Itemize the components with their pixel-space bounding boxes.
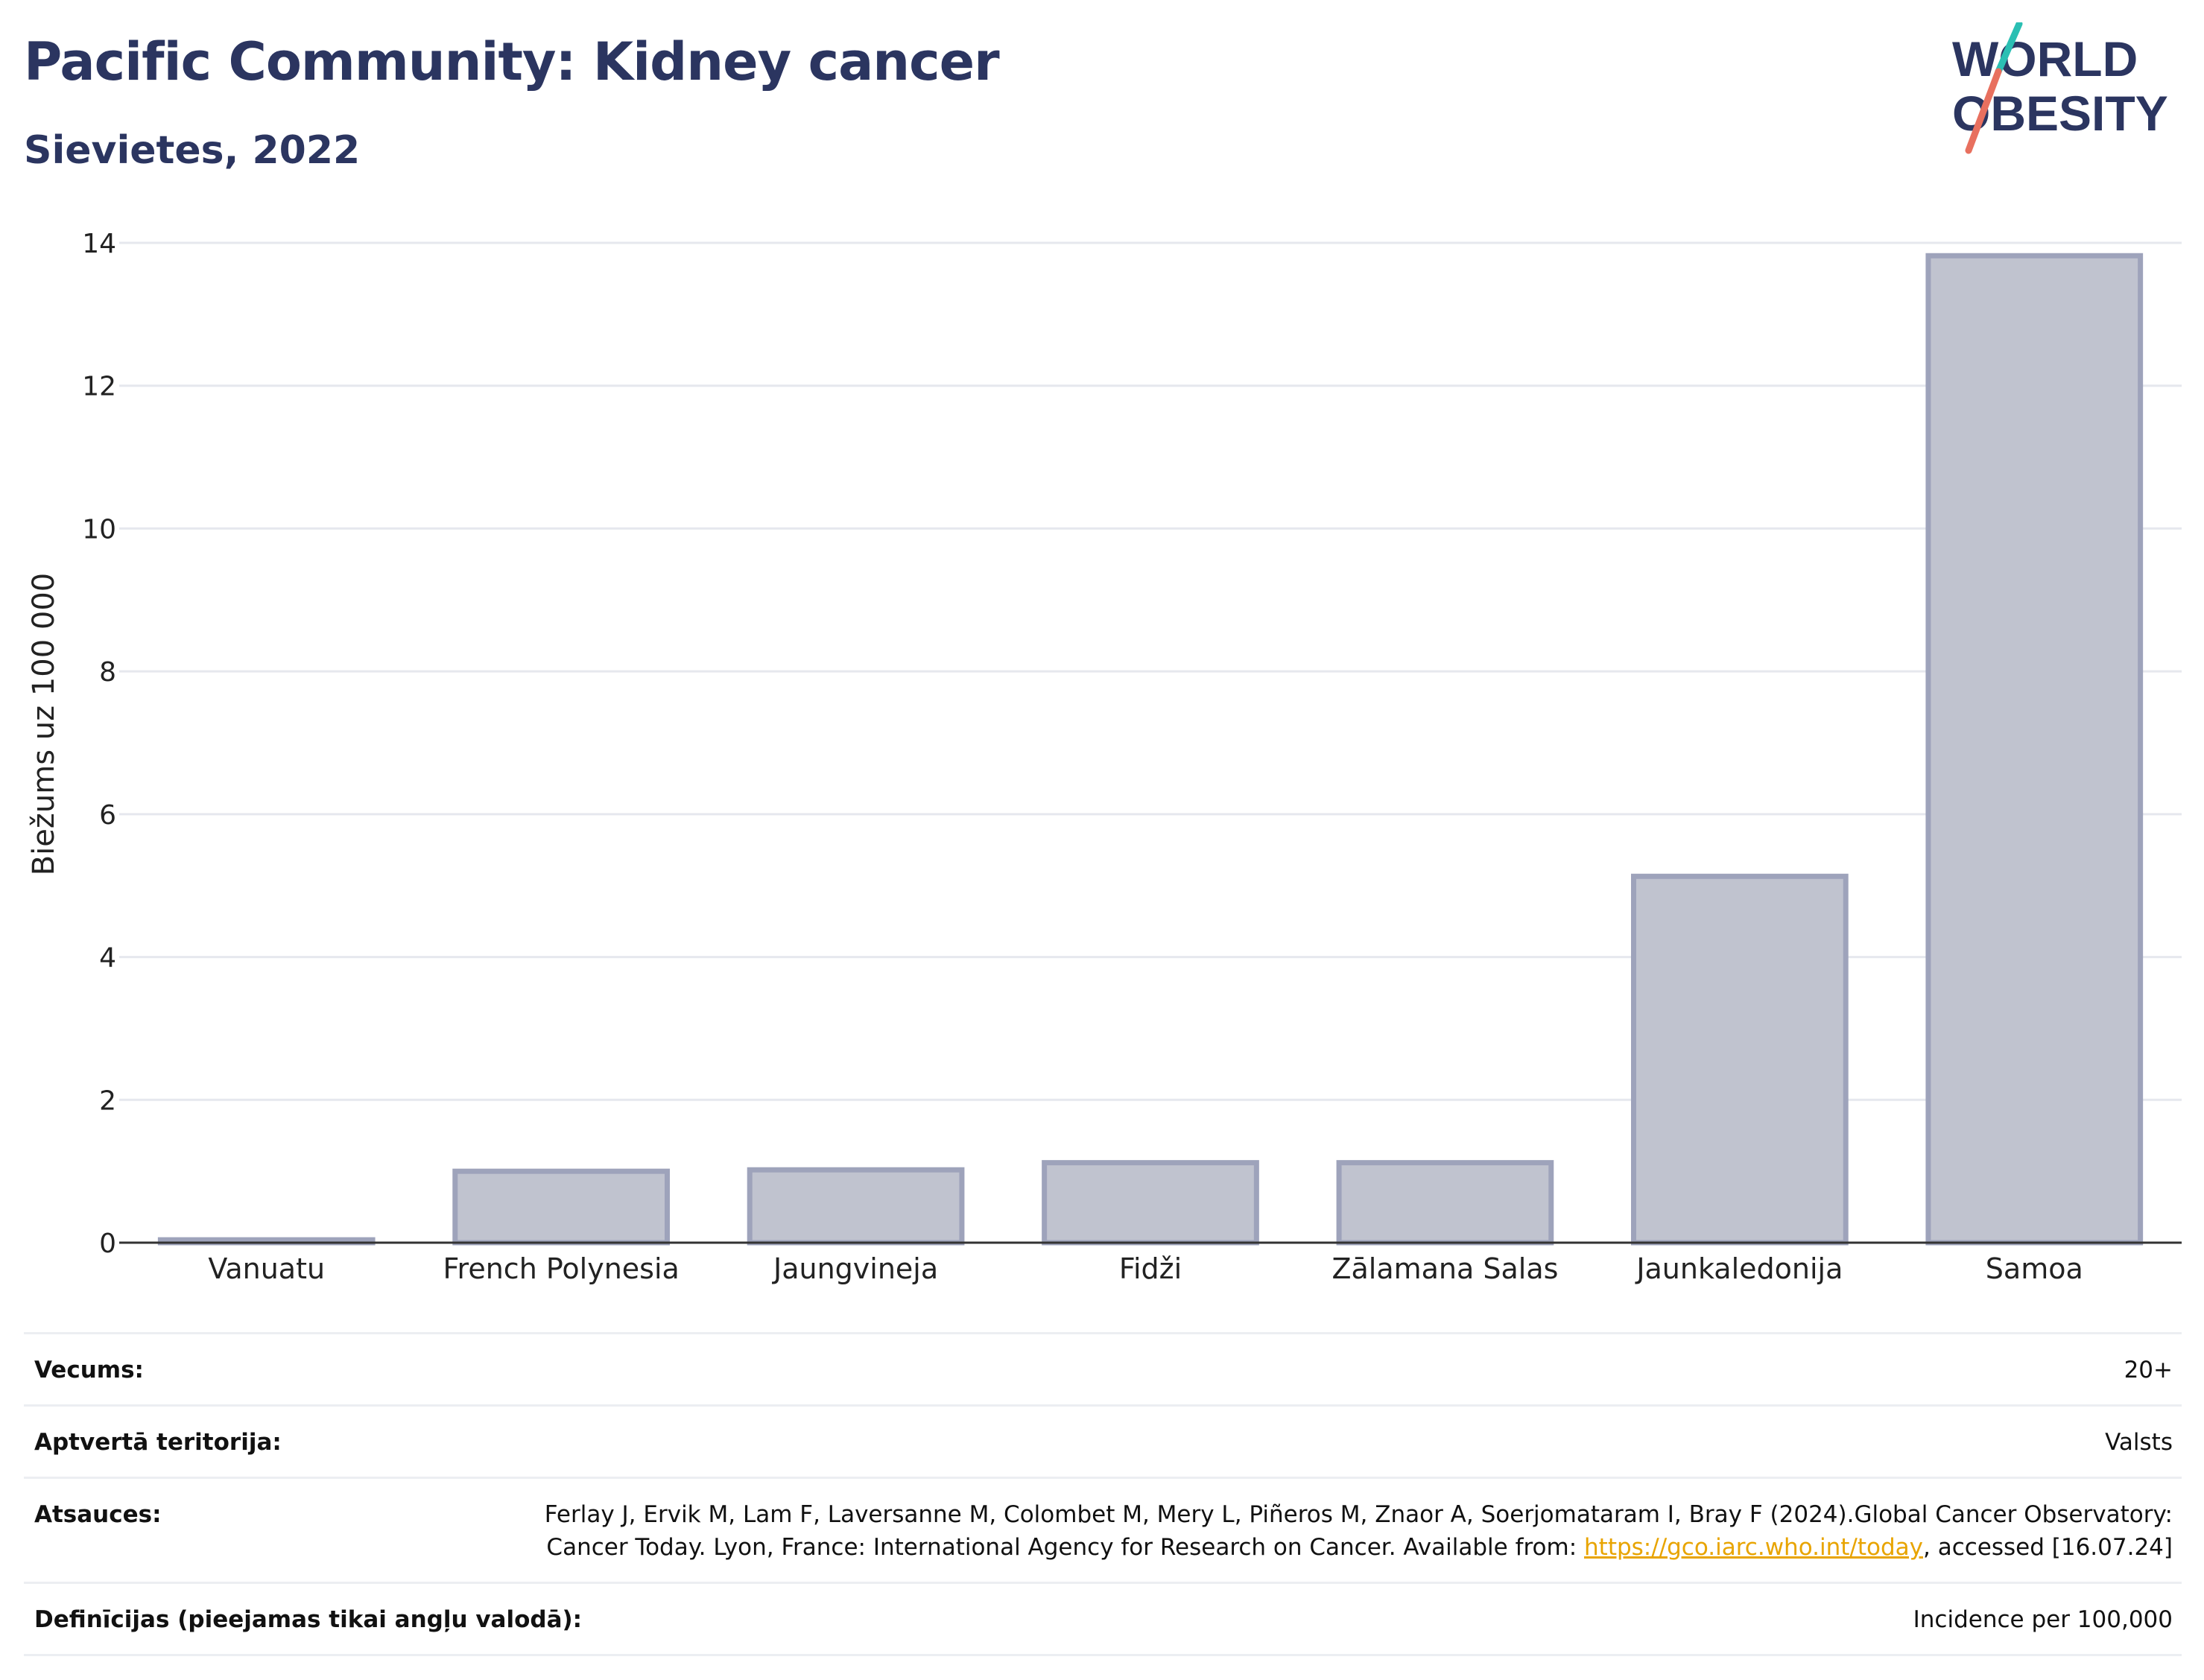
chart-subtitle: Sievietes, 2022 bbox=[24, 128, 361, 173]
references-label: Atsauces: bbox=[34, 1501, 162, 1528]
x-tick-label: Jaungvineja bbox=[772, 1252, 938, 1285]
metadata-table: Vecums: 20+ Aptvertā teritorija: Valsts … bbox=[24, 1332, 2182, 1656]
meta-row-definitions: Definīcijas (pieejamas tikai angļu valod… bbox=[24, 1582, 2182, 1656]
references-accessed: , accessed [16.07.24] bbox=[1922, 1534, 2173, 1561]
logo-slash-coral bbox=[1965, 68, 2002, 154]
age-value: 20+ bbox=[2124, 1357, 2173, 1383]
y-tick-label: 12 bbox=[82, 372, 116, 402]
meta-row-references: Atsauces: Ferlay J, Ervik M, Lam F, Lave… bbox=[24, 1477, 2182, 1582]
bar[interactable] bbox=[1042, 1160, 1259, 1246]
logo-slash-teal bbox=[1995, 22, 2023, 75]
definitions-value: Incidence per 100,000 bbox=[1913, 1606, 2173, 1633]
x-tick-label: French Polynesia bbox=[443, 1252, 679, 1285]
x-tick-label: Jaunkaledonija bbox=[1635, 1252, 1843, 1285]
bar[interactable] bbox=[1336, 1160, 1554, 1246]
world-obesity-logo: WORLD OBESITY bbox=[1952, 22, 2168, 154]
age-label: Vecums: bbox=[34, 1357, 144, 1383]
bars bbox=[157, 253, 2144, 1246]
coverage-label: Aptvertā teritorija: bbox=[34, 1429, 282, 1456]
chart-title: Pacific Community: Kidney cancer bbox=[24, 31, 1000, 92]
x-tick-label: Fidži bbox=[1119, 1252, 1182, 1285]
y-tick-label: 6 bbox=[99, 800, 116, 831]
bar[interactable] bbox=[1925, 253, 2144, 1246]
logo-line1: WORLD bbox=[1952, 31, 2138, 86]
y-tick-label: 2 bbox=[99, 1085, 116, 1116]
x-tick-labels: Vanuatu French Polynesia Jaungvineja Fidži Z… bbox=[208, 1252, 2083, 1285]
y-tick-labels: 0 2 4 6 8 10 12 14 bbox=[82, 229, 116, 1259]
references-link[interactable]: https://gco.iarc.who.int/today bbox=[1584, 1534, 1923, 1561]
bar[interactable] bbox=[747, 1167, 965, 1246]
y-tick-label: 14 bbox=[82, 229, 116, 259]
y-tick-label: 8 bbox=[99, 657, 116, 688]
bar-chart: 0 2 4 6 8 10 12 14 Vanuatu French Polynesia Jaung… bbox=[27, 229, 2182, 1285]
coverage-value: Valsts bbox=[2105, 1429, 2173, 1456]
y-axis-label: Biežums uz 100 000 bbox=[27, 573, 61, 876]
x-tick-label: Zālamana Salas bbox=[1331, 1252, 1558, 1285]
y-tick-label: 4 bbox=[99, 943, 116, 974]
definitions-label: Definīcijas (pieejamas tikai angļu valod… bbox=[34, 1606, 583, 1633]
y-tick-label: 0 bbox=[99, 1229, 116, 1259]
x-tick-label: Vanuatu bbox=[208, 1252, 325, 1285]
grid-lines bbox=[119, 241, 2182, 1101]
bar[interactable] bbox=[452, 1168, 670, 1246]
y-tick-label: 10 bbox=[82, 514, 116, 545]
bar[interactable] bbox=[1631, 873, 1849, 1246]
references-value: Ferlay J, Ervik M, Lam F, Laversanne M, … bbox=[459, 1498, 2173, 1564]
references-text: Ferlay J, Ervik M, Lam F, Laversanne M, … bbox=[544, 1501, 2173, 1561]
meta-row-coverage: Aptvertā teritorija: Valsts bbox=[24, 1404, 2182, 1477]
meta-row-age: Vecums: 20+ bbox=[24, 1332, 2182, 1404]
x-tick-label: Samoa bbox=[1986, 1252, 2083, 1285]
